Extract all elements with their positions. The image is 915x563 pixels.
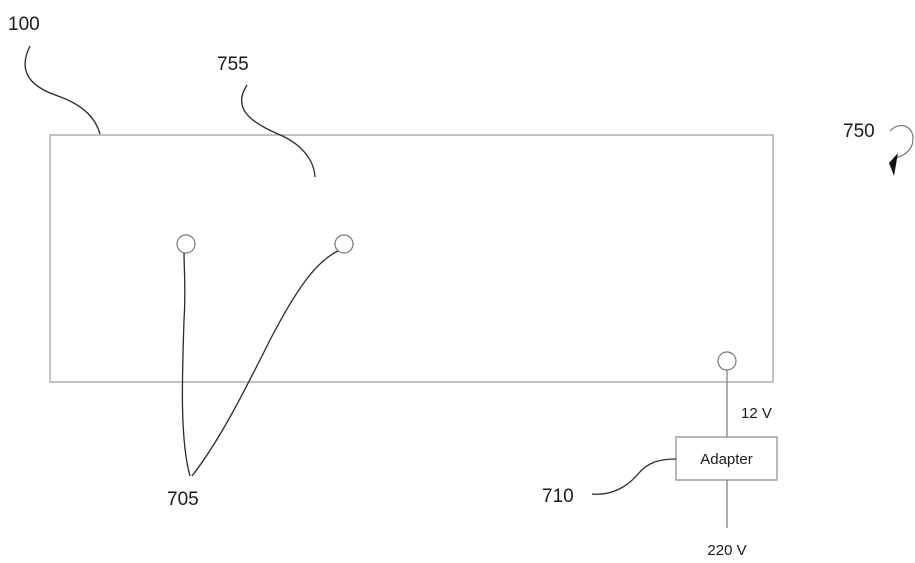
surface-ref-label: 755 (217, 54, 249, 75)
rotation-ref-label: 750 (843, 121, 875, 142)
device-housing (49, 134, 774, 383)
device-ref-leader (24, 45, 101, 135)
ports-ref-label: 705 (167, 489, 199, 510)
rotation-arrow-arc (889, 125, 914, 159)
device-ref-label: 100 (8, 14, 40, 35)
ports-ref-leader-left (181, 252, 191, 477)
adapter-input-voltage: 220 V (707, 542, 746, 559)
power-port (717, 351, 737, 371)
adapter-ref-leader (591, 458, 677, 495)
ports-ref-leader-right (191, 250, 339, 477)
port-middle (334, 234, 354, 254)
adapter-ref-label: 710 (542, 486, 574, 507)
adapter-output-voltage: 12 V (741, 405, 772, 422)
adapter-box (675, 436, 778, 481)
rotation-arrowhead-icon (889, 153, 898, 176)
port-left (176, 234, 196, 254)
surface-ref-leader (240, 84, 316, 178)
adapter-label: Adapter (700, 451, 753, 468)
